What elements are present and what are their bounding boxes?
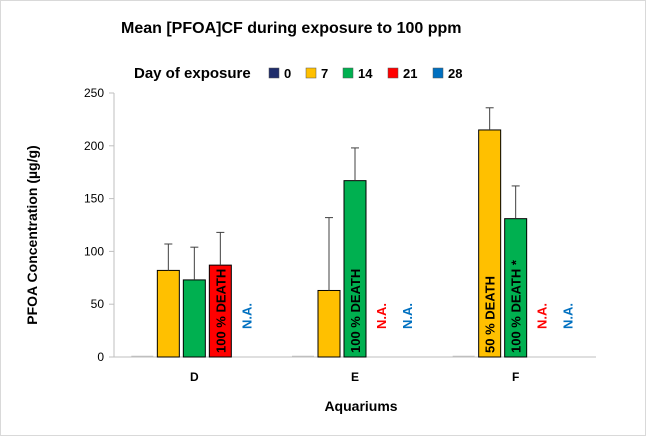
legend-label-28: 28 bbox=[448, 66, 462, 81]
bar-annotation: N.A. bbox=[374, 303, 389, 329]
legend-swatch-7 bbox=[305, 67, 317, 79]
legend-label-7: 7 bbox=[321, 66, 328, 81]
y-tick-label: 50 bbox=[91, 297, 105, 311]
y-tick-label: 150 bbox=[84, 192, 104, 206]
bar-7-E bbox=[317, 289, 341, 358]
bar-annotation: N.A. bbox=[239, 303, 254, 329]
bar-annotation: 50 % DEATH bbox=[483, 276, 498, 353]
x-tick-label: F bbox=[512, 370, 519, 384]
bar-annotation: 100 % DEATH bbox=[348, 269, 363, 353]
legend-label-21: 21 bbox=[403, 66, 417, 81]
legend-swatch-21 bbox=[387, 67, 399, 79]
y-tick-label: 0 bbox=[97, 350, 104, 364]
legend-title: Day of exposure bbox=[134, 65, 251, 82]
y-tick-label: 250 bbox=[84, 86, 104, 100]
bar-14-D bbox=[182, 279, 206, 358]
bar-annotation: N.A. bbox=[561, 303, 576, 329]
legend-swatch-0 bbox=[268, 67, 280, 79]
x-tick-label: D bbox=[190, 370, 199, 384]
bar-annotation: N.A. bbox=[400, 303, 415, 329]
legend-swatch-14 bbox=[342, 67, 354, 79]
bar-7-D bbox=[156, 269, 180, 358]
legend-label-0: 0 bbox=[284, 66, 291, 81]
y-tick-label: 100 bbox=[84, 244, 104, 258]
bar-annotation: 100 % DEATH bbox=[213, 269, 228, 353]
y-tick-label: 200 bbox=[84, 139, 104, 153]
y-axis-title: PFOA Concentration (µg/g) bbox=[24, 145, 40, 324]
legend-label-14: 14 bbox=[358, 66, 373, 81]
legend: Day of exposure 0 7 14 21 28 bbox=[134, 65, 462, 82]
bar-annotation: 100 % DEATH * bbox=[509, 259, 524, 353]
plot-area: 0 50 100 150 200 250 D E F 100 % DEATH N.A. 100 % D… bbox=[84, 86, 596, 384]
bar-annotation: N.A. bbox=[535, 303, 550, 329]
chart-title: Mean [PFOA]CF during exposure to 100 ppm bbox=[121, 20, 461, 37]
x-axis-title: Aquariums bbox=[324, 398, 397, 414]
x-tick-label: E bbox=[351, 370, 359, 384]
legend-swatch-28 bbox=[432, 67, 444, 79]
